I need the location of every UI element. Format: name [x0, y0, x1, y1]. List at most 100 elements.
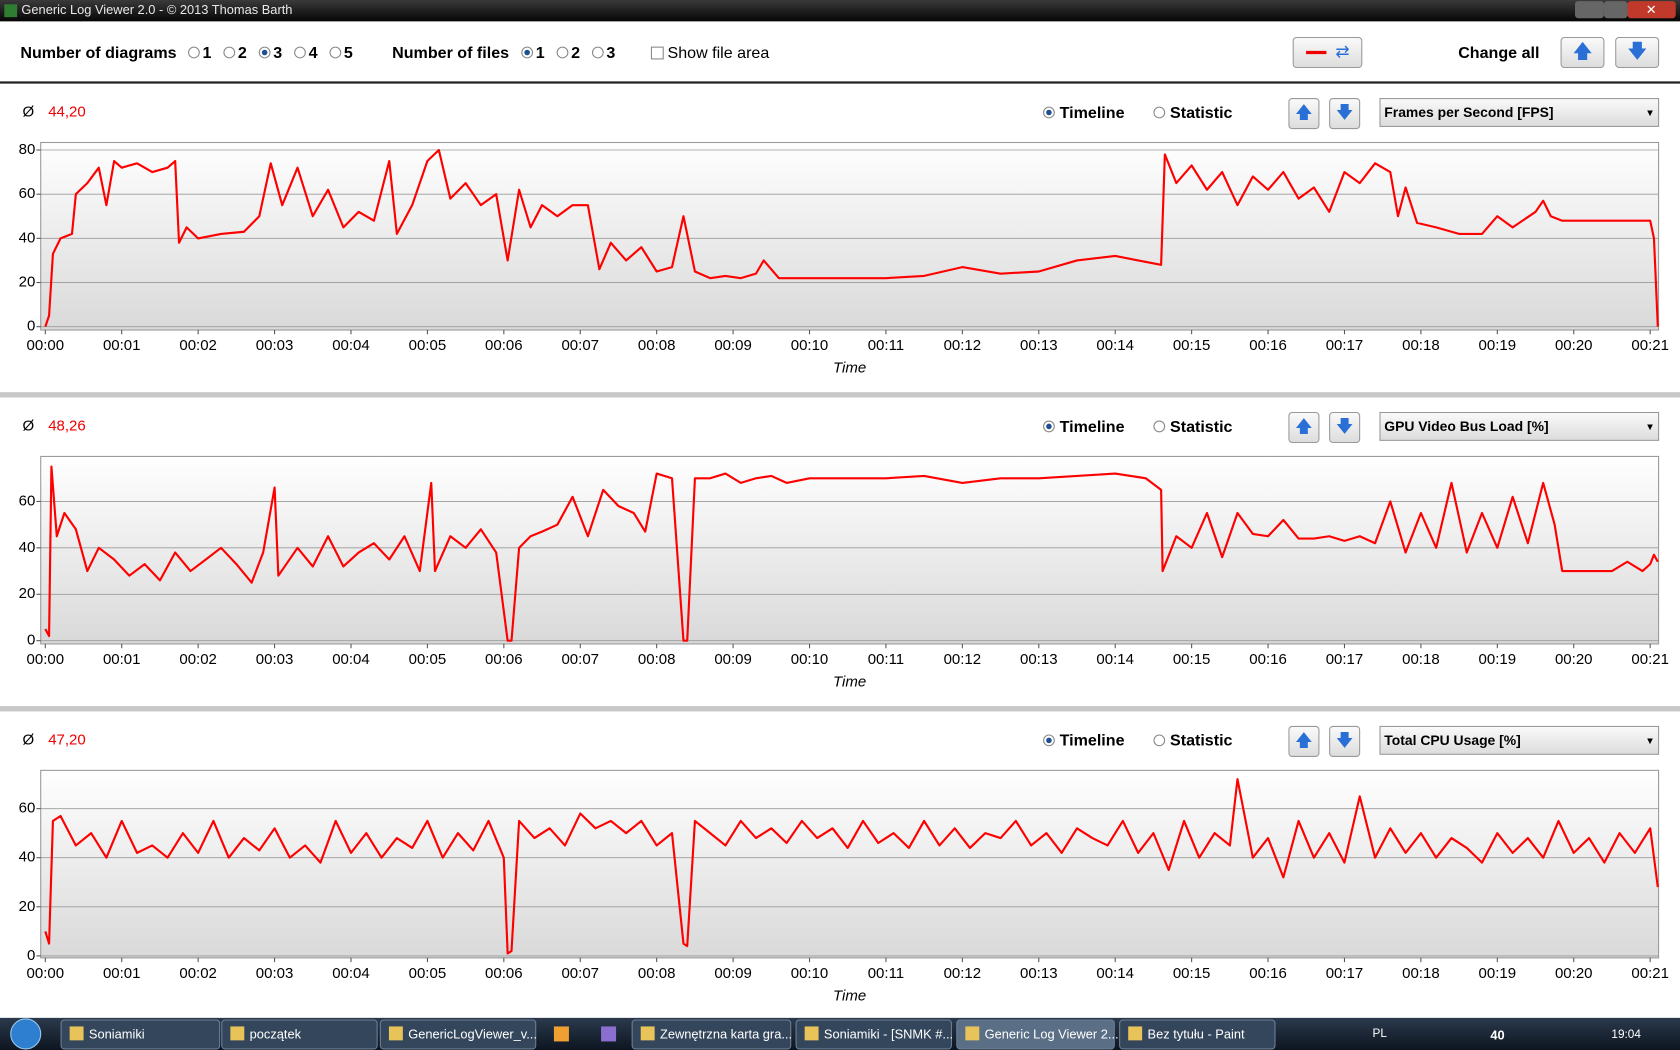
x-tick-label: 00:17	[1326, 337, 1364, 354]
view-label: Timeline	[1060, 732, 1125, 750]
quick-launch[interactable]	[601, 1026, 617, 1042]
x-tick-label: 00:11	[868, 651, 904, 668]
x-tick-label: 00:12	[944, 651, 982, 668]
taskbar-label: Generic Log Viewer 2...	[985, 1026, 1119, 1041]
x-tick-label: 00:19	[1479, 651, 1517, 668]
x-tick-label: 00:03	[256, 337, 294, 354]
taskbar-button[interactable]	[1119, 1019, 1276, 1050]
move-up-all-button[interactable]	[1560, 36, 1605, 69]
view-label: Statistic	[1170, 104, 1233, 122]
y-tick-label: 0	[27, 947, 35, 964]
x-tick-label: 00:19	[1479, 337, 1517, 354]
diagram-count-label: 2	[238, 44, 247, 62]
minimize-button[interactable]	[1575, 1, 1604, 19]
x-tick-label: 00:11	[868, 965, 904, 982]
taskbar-button[interactable]	[795, 1019, 952, 1050]
plot-area	[40, 769, 1660, 959]
taskbar-button[interactable]	[956, 1019, 1115, 1050]
view-radio[interactable]	[1153, 106, 1166, 119]
x-tick-label: 00:08	[638, 651, 676, 668]
y-tick-label: 40	[19, 229, 36, 246]
taskbar-button[interactable]	[631, 1019, 792, 1050]
line-color-button[interactable]	[1292, 36, 1363, 69]
x-tick-label: 00:09	[714, 337, 752, 354]
x-tick-label: 00:16	[1249, 337, 1287, 354]
x-axis-label: Time	[833, 673, 866, 690]
taskbar-label: początek	[250, 1026, 302, 1041]
move-up-button[interactable]	[1288, 98, 1320, 130]
app-icon	[4, 4, 18, 18]
x-tick-label: 00:09	[714, 965, 752, 982]
diagram-count-label: 4	[309, 44, 318, 62]
data-line	[44, 778, 1659, 955]
clock: 19:04	[1611, 1028, 1641, 1041]
view-radio[interactable]	[1153, 734, 1166, 747]
x-tick-label: 00:03	[256, 965, 294, 982]
refresh-icon: ⇄	[1335, 41, 1349, 61]
metric-label: Total CPU Usage [%]	[1384, 732, 1521, 748]
diagram-count-radio[interactable]	[188, 46, 200, 59]
plot-area	[40, 141, 1660, 331]
x-tick-label: 00:06	[485, 651, 523, 668]
taskbar-icon	[640, 1026, 655, 1041]
close-button[interactable]	[1627, 1, 1676, 19]
y-tick-label: 20	[19, 585, 36, 602]
move-down-button[interactable]	[1329, 725, 1361, 757]
down-arrow: 🡇	[1627, 42, 1647, 63]
x-tick-label: 00:21	[1631, 651, 1669, 668]
diagram-count-radio[interactable]	[294, 46, 306, 59]
average-symbol: Ø	[23, 417, 35, 434]
data-line	[44, 465, 1659, 642]
taskbar-button[interactable]	[379, 1019, 537, 1050]
move-down-button[interactable]	[1329, 98, 1361, 130]
x-tick-label: 00:20	[1555, 337, 1593, 354]
show-file-area-checkbox[interactable]	[650, 46, 664, 60]
maximize-button[interactable]	[1603, 1, 1628, 19]
metric-dropdown[interactable]	[1379, 725, 1660, 755]
average-value: 44,20	[48, 103, 86, 120]
taskbar-label: Soniamiki	[89, 1026, 145, 1041]
x-tick-label: 00:06	[485, 965, 523, 982]
x-tick-label: 00:04	[332, 965, 370, 982]
taskbar-label: Soniamiki - [SNMK #...	[824, 1026, 953, 1041]
data-line	[44, 148, 1659, 328]
taskbar-icon	[965, 1026, 980, 1041]
x-tick-label: 00:17	[1326, 651, 1364, 668]
move-up-button[interactable]	[1288, 411, 1320, 444]
file-count-radio[interactable]	[556, 46, 569, 59]
view-label: Timeline	[1060, 418, 1125, 436]
x-tick-label: 00:09	[714, 651, 752, 668]
view-label: Statistic	[1170, 418, 1233, 436]
view-radio-dot	[1046, 737, 1052, 744]
taskbar-icon	[1128, 1026, 1143, 1041]
move-down-all-button[interactable]	[1615, 36, 1660, 69]
arrow-icon: 🡅	[1295, 730, 1313, 750]
close-icon: ✕	[1646, 2, 1657, 17]
view-label: Timeline	[1060, 104, 1125, 122]
file-count-radio[interactable]	[591, 46, 604, 59]
move-up-button[interactable]	[1288, 725, 1320, 757]
taskbar-icon	[69, 1026, 84, 1041]
taskbar-icon	[388, 1026, 403, 1041]
y-tick-label: 80	[19, 141, 36, 158]
diagram-count-radio[interactable]	[223, 46, 236, 59]
metric-dropdown[interactable]	[1379, 411, 1660, 441]
view-radio[interactable]	[1153, 420, 1166, 433]
file-count-label: 3	[606, 44, 615, 62]
language-indicator: PL	[1373, 1027, 1388, 1040]
x-tick-label: 00:04	[332, 651, 370, 668]
view-radio-dot	[1046, 423, 1052, 430]
diagram-count-radio[interactable]	[329, 46, 342, 59]
taskbar-button[interactable]	[60, 1019, 221, 1050]
dropdown-arrow: ▼	[1645, 108, 1655, 119]
start-button[interactable]	[10, 1018, 42, 1050]
average-symbol: Ø	[23, 731, 35, 748]
move-down-button[interactable]	[1329, 411, 1361, 444]
y-tick-label: 0	[27, 632, 35, 649]
quick-launch[interactable]	[553, 1026, 569, 1042]
taskbar-button[interactable]	[221, 1019, 378, 1050]
arrow-icon: 🡇	[1336, 730, 1354, 750]
y-tick-label: 60	[19, 492, 36, 509]
x-tick-label: 00:21	[1631, 965, 1669, 982]
metric-dropdown[interactable]	[1379, 98, 1660, 127]
